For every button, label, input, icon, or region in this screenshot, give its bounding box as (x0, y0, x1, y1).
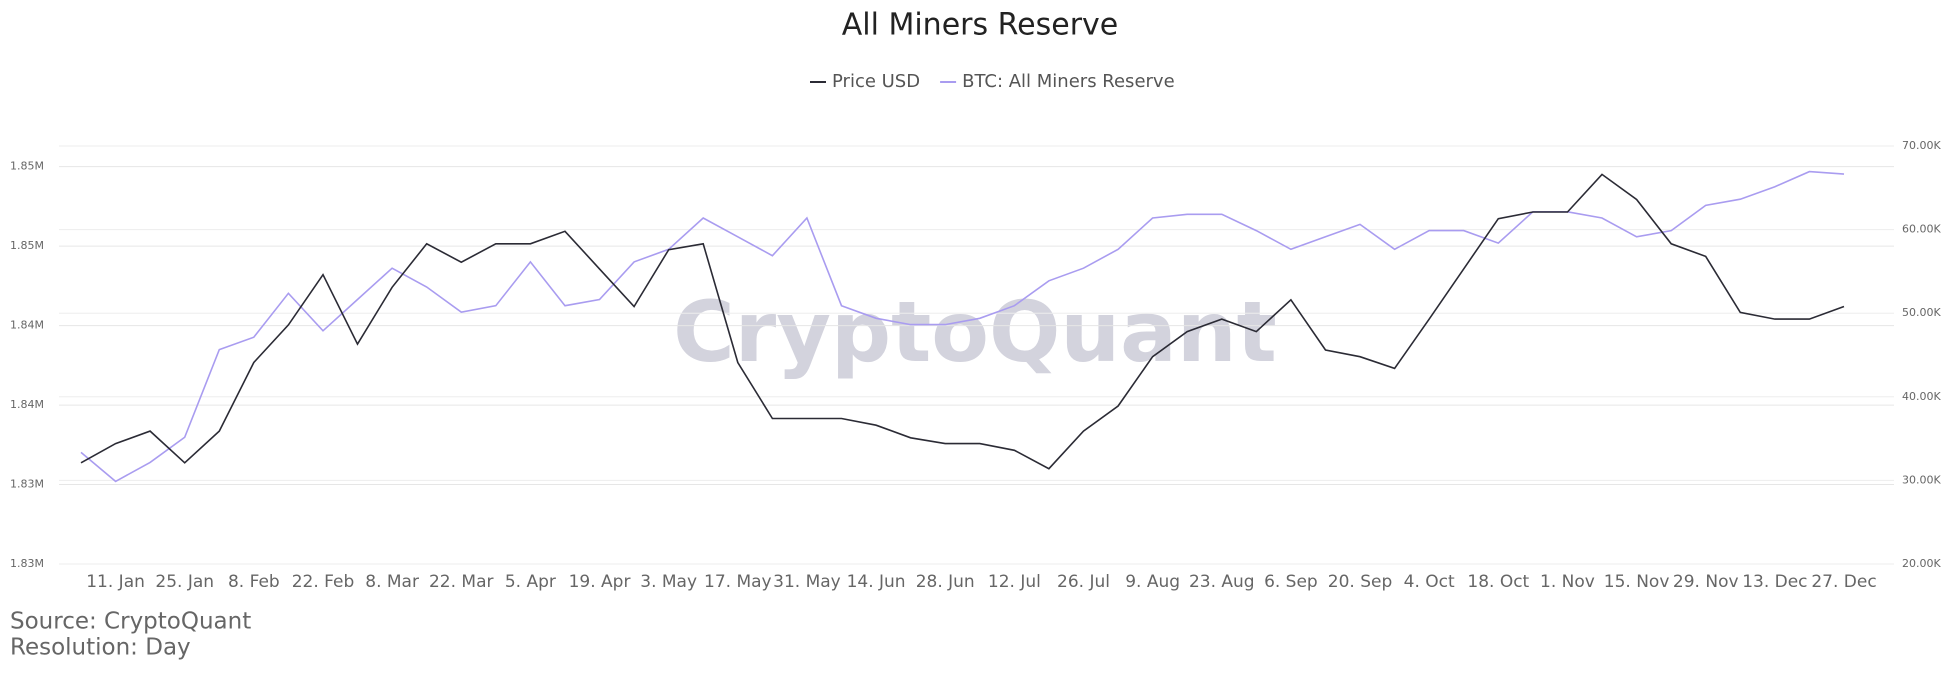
x-tick-label: 8. Mar (365, 572, 419, 592)
x-tick-label: 6. Sep (1264, 572, 1318, 592)
x-tick-label: 9. Aug (1125, 572, 1180, 592)
y2-tick-label: 20.00K (1902, 557, 1941, 570)
x-tick-label: 12. Jul (988, 572, 1041, 592)
x-tick-label: 23. Aug (1189, 572, 1255, 592)
x-tick-label: 25. Jan (155, 572, 214, 592)
y2-tick-label: 30.00K (1902, 473, 1941, 486)
y2-tick-label: 40.00K (1902, 390, 1941, 403)
x-tick-label: 11. Jan (86, 572, 145, 592)
x-tick-label: 22. Mar (429, 572, 494, 592)
y2-tick-label: 60.00K (1902, 223, 1941, 236)
legend-label: Price USD (832, 71, 920, 92)
x-tick-label: 14. Jun (847, 572, 906, 592)
y-tick-label: 1.84M (10, 319, 44, 332)
chart-title: All Miners Reserve (842, 8, 1119, 43)
x-tick-label: 28. Jun (916, 572, 975, 592)
x-tick-label: 17. May (704, 572, 772, 592)
y2-tick-label: 70.00K (1902, 139, 1941, 152)
x-tick-label: 1. Nov (1540, 572, 1595, 592)
x-tick-label: 27. Dec (1811, 572, 1876, 592)
x-tick-label: 8. Feb (228, 572, 280, 592)
legend-label: BTC: All Miners Reserve (962, 71, 1175, 92)
x-tick-label: 15. Nov (1604, 572, 1670, 592)
y-tick-label: 1.83M (10, 557, 44, 570)
x-tick-label: 20. Sep (1328, 572, 1392, 592)
source: Source: CryptoQuant (10, 609, 251, 635)
y-tick-label: 1.83M (10, 478, 44, 491)
series-line (80, 173, 1845, 470)
x-tick-label: 19. Apr (569, 572, 631, 592)
x-tick-label: 18. Oct (1467, 572, 1529, 592)
y-tick-label: 1.85M (10, 160, 44, 173)
x-tick-label: 4. Oct (1404, 572, 1455, 592)
y-tick-label: 1.85M (10, 239, 44, 252)
x-tick-label: 26. Jul (1057, 572, 1110, 592)
x-tick-label: 5. Apr (505, 572, 556, 592)
y2-tick-label: 50.00K (1902, 306, 1941, 319)
resolution: Resolution: Day (10, 635, 191, 661)
x-tick-label: 29. Nov (1673, 572, 1739, 592)
x-tick-label: 22. Feb (292, 572, 355, 592)
x-tick-label: 31. May (773, 572, 841, 592)
x-tick-label: 3. May (640, 572, 697, 592)
y-tick-label: 1.84M (10, 398, 44, 411)
x-tick-label: 13. Dec (1742, 572, 1807, 592)
watermark: CryptoQuant (673, 283, 1277, 381)
